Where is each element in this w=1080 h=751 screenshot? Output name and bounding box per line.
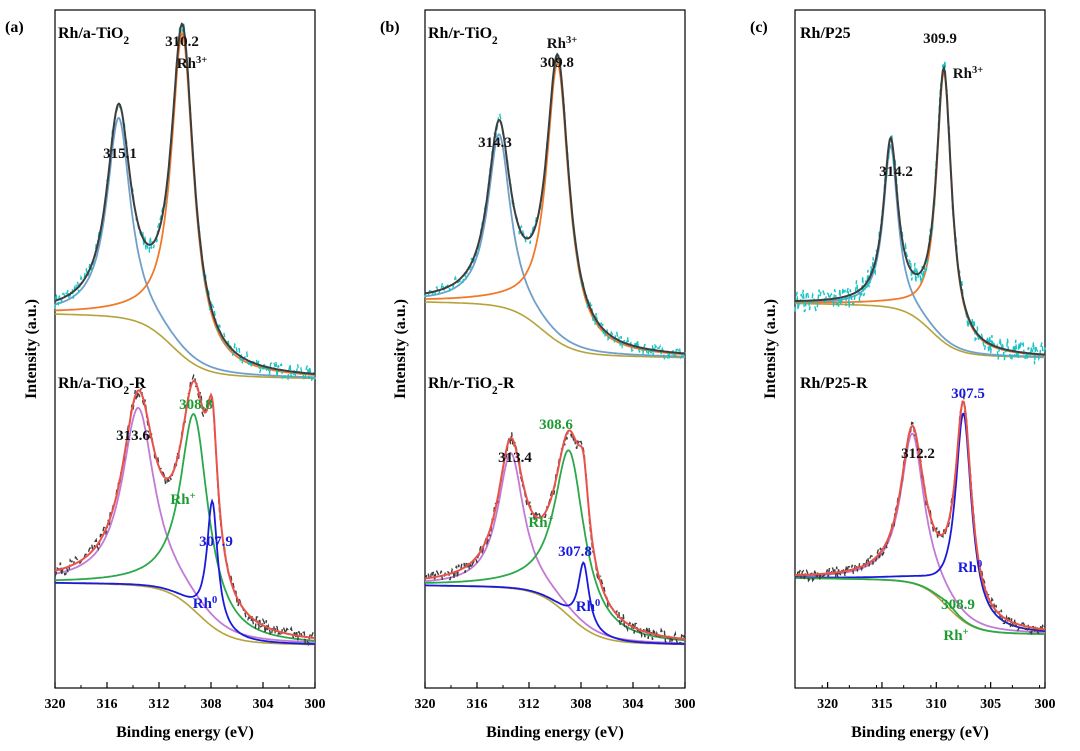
baseline-curve — [795, 577, 1045, 635]
y-axis-label: Intensity (a.u.) — [392, 299, 409, 399]
baseline-curve — [425, 584, 685, 646]
component-peak-rh0 — [795, 412, 1046, 633]
bottom-peak-label: Rh0 — [193, 595, 217, 613]
panel-b: 320 316 312 308 304 300 Binding energy (eV) Int… — [380, 9, 696, 741]
top-peak-label: Rh3+ — [177, 55, 207, 73]
bottom-peak-label: Rh+ — [170, 491, 195, 509]
x-axis-label: Binding energy (eV) — [486, 724, 624, 741]
y-axis-label: Intensity (a.u.) — [762, 299, 779, 399]
top-peak-label: Rh3+ — [547, 35, 577, 53]
raw-data-curve — [424, 52, 686, 361]
x-tick-label: 316 — [97, 697, 118, 712]
bottom-peak-label: 313.4 — [498, 450, 532, 466]
x-tick-label: 312 — [149, 697, 170, 712]
bottom-peak-label: 312.2 — [901, 446, 935, 462]
component-peak-rhplus — [54, 412, 316, 642]
bottom-peak-label: 308.8 — [179, 397, 213, 413]
sample-label-top: Rh/a-TiO2 — [58, 25, 130, 47]
bottom-peak-label: 313.6 — [116, 428, 150, 444]
envelope-curve — [54, 379, 316, 640]
panel-label: (c) — [750, 19, 768, 36]
x-tick-label: 308 — [201, 697, 222, 712]
x-tick-label: 304 — [253, 697, 274, 712]
x-tick-label: 320 — [817, 697, 838, 712]
envelope-curve — [795, 65, 1045, 356]
x-tick-label: 312 — [519, 697, 540, 712]
x-tick-label: 300 — [1035, 697, 1056, 712]
panel-label: (a) — [5, 19, 24, 36]
envelope-curve — [54, 22, 316, 375]
envelope-curve — [424, 429, 686, 640]
bottom-peak-label: Rh+ — [943, 627, 968, 645]
sample-label-bottom: Rh/a-TiO2-R — [58, 375, 146, 397]
x-tick-label: 300 — [675, 697, 696, 712]
sample-label-bottom: Rh/P25-R — [800, 375, 868, 392]
component-peak-sat — [424, 452, 686, 645]
panel-label: (b) — [380, 19, 400, 36]
raw-data-curve — [794, 393, 1046, 635]
bottom-peak-label: Rh0 — [576, 598, 600, 616]
x-tick-label: 300 — [305, 697, 326, 712]
top-peak-label: 315.1 — [103, 146, 137, 162]
sample-label-bottom: Rh/r-TiO2-R — [428, 375, 515, 397]
x-tick-label: 304 — [623, 697, 644, 712]
bottom-peak-label: 307.9 — [199, 534, 233, 550]
raw-data-curve — [794, 60, 1046, 365]
top-peak-label: 309.8 — [540, 55, 574, 71]
component-peak-rh3 — [55, 32, 316, 376]
sample-label-top: Rh/P25 — [800, 25, 851, 42]
bottom-peak-label: 307.5 — [951, 386, 985, 402]
component-peak-sat — [54, 116, 316, 379]
x-tick-label: 308 — [571, 697, 592, 712]
x-axis-label: Binding energy (eV) — [116, 724, 254, 741]
bottom-peak-label: 308.9 — [941, 597, 975, 613]
baseline-curve — [55, 313, 315, 380]
y-axis-label: Intensity (a.u.) — [23, 299, 40, 399]
panel-c: 320 315 310 305 300 Binding energy (eV) Intens… — [750, 9, 1056, 741]
raw-data-curve — [424, 429, 686, 645]
envelope-curve — [424, 52, 686, 355]
component-peak-rh3 — [425, 61, 686, 356]
component-peak-rhplus — [795, 577, 1045, 635]
x-tick-label: 305 — [980, 697, 1001, 712]
raw-data-curve — [54, 22, 316, 383]
top-peak-label: Rh3+ — [953, 65, 983, 83]
bottom-peak-label: 307.8 — [558, 544, 592, 560]
x-tick-label: 315 — [871, 697, 892, 712]
component-peak-rh3 — [795, 69, 1046, 357]
top-peak-label: 310.2 — [165, 34, 199, 50]
x-tick-label: 320 — [415, 697, 436, 712]
component-peak-sat — [795, 143, 1046, 358]
x-tick-label: 320 — [45, 697, 66, 712]
panel-a: 320 316 312 308 304 300 Binding energy (eV) Int… — [5, 9, 326, 741]
component-peak-rh0 — [425, 561, 686, 645]
x-tick-label: 310 — [926, 697, 947, 712]
envelope-curve — [795, 400, 1046, 631]
component-peak-sat — [54, 406, 316, 644]
bottom-peak-label: Rh+ — [528, 514, 553, 532]
sample-label-top: Rh/r-TiO2 — [428, 25, 498, 47]
top-peak-label: 314.3 — [478, 135, 512, 151]
x-axis-label: Binding energy (eV) — [851, 724, 989, 741]
top-peak-label: 314.2 — [879, 164, 913, 180]
bottom-peak-label: 308.6 — [539, 417, 573, 433]
bottom-peak-label: Rh0 — [958, 559, 982, 577]
component-peak-sat — [424, 133, 685, 358]
baseline-curve — [425, 301, 686, 359]
x-tick-label: 316 — [467, 697, 488, 712]
component-peak-rh0 — [55, 498, 315, 645]
top-peak-label: 309.9 — [923, 31, 957, 47]
